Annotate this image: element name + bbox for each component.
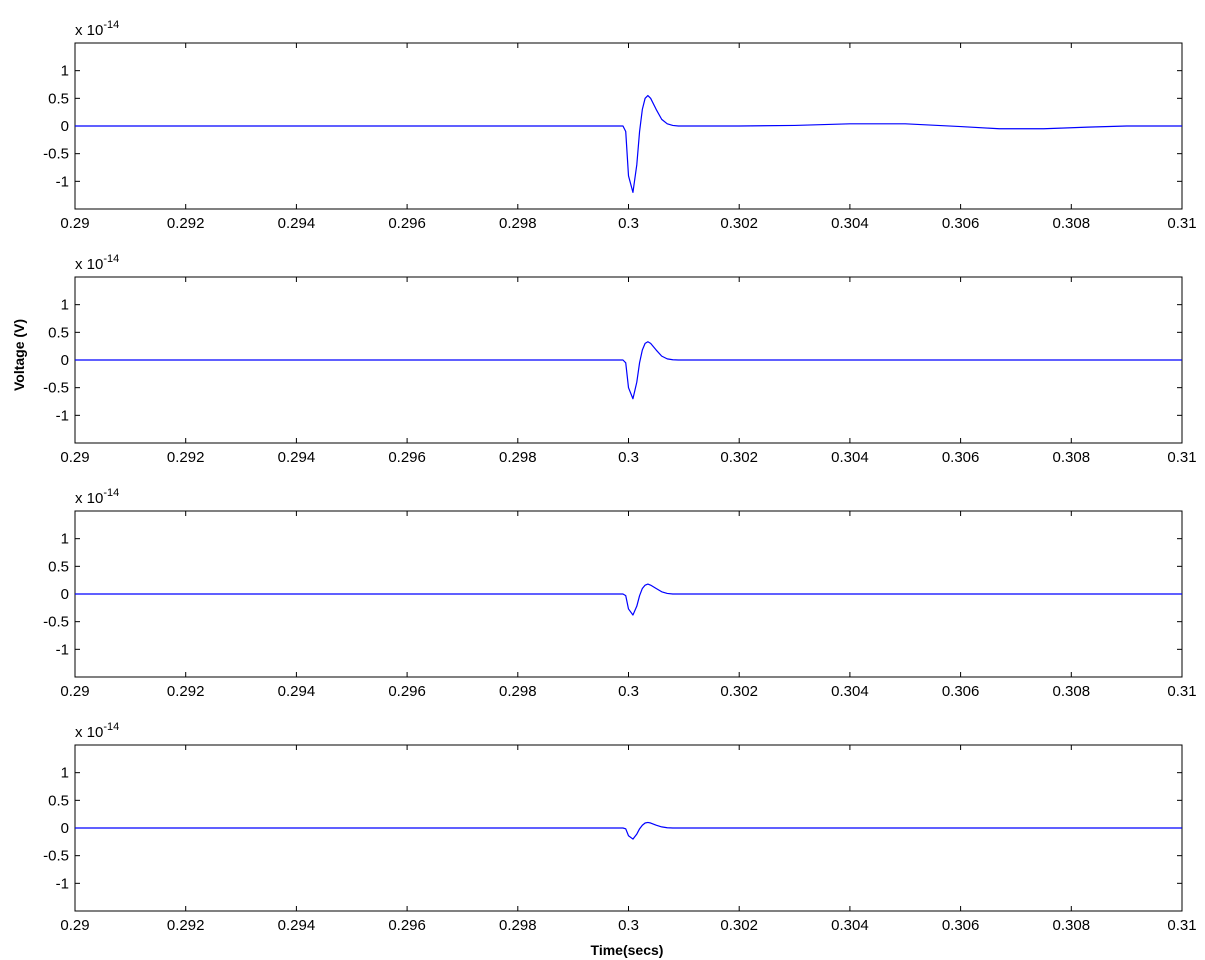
y-tick-label: 0.5 (48, 90, 69, 107)
subplot-3: 0.29 0.292 0.294 0.296 0.298 0.3 0.302 0.304 0.3… (43, 487, 1196, 700)
y-tick-label: -0.5 (43, 380, 69, 397)
x-tick-label: 0.298 (499, 917, 537, 934)
x-tick-label: 0.29 (60, 215, 89, 232)
x-tick-label: 0.31 (1167, 683, 1196, 700)
y-tick-label: -0.5 (43, 614, 69, 631)
x-tick-label: 0.298 (499, 215, 537, 232)
y-tick-label: 1 (61, 765, 69, 782)
x-tick-label: 0.3 (618, 449, 639, 466)
y-tick-label: 0 (61, 118, 69, 135)
x-tick-label: 0.29 (60, 683, 89, 700)
x-tick-label: 0.292 (167, 449, 205, 466)
x-tick-label: 0.296 (388, 683, 426, 700)
y-tick-label: 0.5 (48, 558, 69, 575)
y-tick-label: 0.5 (48, 324, 69, 341)
y-tick-label: 1 (61, 63, 69, 80)
x-tick-label: 0.308 (1053, 683, 1091, 700)
y-tick-label: -1 (56, 875, 69, 892)
x-tick-label: 0.294 (278, 917, 316, 934)
x-tick-label: 0.31 (1167, 449, 1196, 466)
y-exponent-power: -14 (103, 19, 119, 31)
y-exponent-power: -14 (103, 487, 119, 499)
y-exponent-label: x 10-14 (75, 19, 119, 39)
x-tick-label: 0.298 (499, 449, 537, 466)
y-exponent-label: x 10-14 (75, 487, 119, 507)
y-tick-label: 0.5 (48, 792, 69, 809)
y-exponent-label: x 10-14 (75, 253, 119, 273)
x-tick-label: 0.304 (831, 917, 869, 934)
x-tick-label: 0.304 (831, 449, 869, 466)
x-tick-label: 0.29 (60, 449, 89, 466)
x-axis-label: Time(secs) (591, 942, 664, 958)
y-exponent-base: x 10 (75, 724, 103, 741)
y-exponent-power: -14 (103, 253, 119, 265)
y-tick-label: 0 (61, 586, 69, 603)
y-tick-label: -1 (56, 407, 69, 424)
y-tick-label: -1 (56, 641, 69, 658)
subplot-panels: 0.29 0.292 0.294 0.296 0.298 0.3 0.302 0.304 0.3… (43, 19, 1196, 934)
x-tick-label: 0.296 (388, 215, 426, 232)
x-tick-label: 0.306 (942, 449, 980, 466)
x-tick-label: 0.306 (942, 215, 980, 232)
x-tick-label: 0.308 (1053, 917, 1091, 934)
y-tick-label: -0.5 (43, 146, 69, 163)
x-tick-label: 0.3 (618, 917, 639, 934)
x-tick-label: 0.308 (1053, 215, 1091, 232)
x-tick-label: 0.292 (167, 917, 205, 934)
x-tick-label: 0.31 (1167, 215, 1196, 232)
y-tick-label: 1 (61, 297, 69, 314)
x-tick-label: 0.302 (720, 215, 758, 232)
x-tick-label: 0.308 (1053, 449, 1091, 466)
x-tick-label: 0.302 (720, 449, 758, 466)
x-tick-label: 0.298 (499, 683, 537, 700)
y-tick-label: -1 (56, 173, 69, 190)
y-exponent-base: x 10 (75, 256, 103, 273)
y-axis-label: Voltage (V) (11, 319, 27, 391)
x-tick-label: 0.294 (278, 449, 316, 466)
subplot-4: 0.29 0.292 0.294 0.296 0.298 0.3 0.302 0.304 0.3… (43, 721, 1196, 934)
x-tick-label: 0.3 (618, 215, 639, 232)
x-tick-label: 0.294 (278, 215, 316, 232)
x-tick-label: 0.304 (831, 683, 869, 700)
y-tick-label: 0 (61, 352, 69, 369)
series-line (75, 821, 1182, 840)
x-tick-label: 0.29 (60, 917, 89, 934)
y-tick-label: 1 (61, 531, 69, 548)
x-tick-label: 0.296 (388, 917, 426, 934)
subplot-2: 0.29 0.292 0.294 0.296 0.298 0.3 0.302 0.304 0.3… (43, 253, 1196, 466)
y-exponent-base: x 10 (75, 490, 103, 507)
x-tick-label: 0.304 (831, 215, 869, 232)
y-tick-label: -0.5 (43, 848, 69, 865)
x-tick-label: 0.296 (388, 449, 426, 466)
x-tick-label: 0.31 (1167, 917, 1196, 934)
x-tick-label: 0.292 (167, 215, 205, 232)
series-line (75, 94, 1182, 193)
y-tick-label: 0 (61, 820, 69, 837)
series-line (75, 341, 1182, 400)
series-line (75, 583, 1182, 616)
x-tick-label: 0.302 (720, 683, 758, 700)
y-exponent-label: x 10-14 (75, 721, 119, 741)
subplot-1: 0.29 0.292 0.294 0.296 0.298 0.3 0.302 0.304 0.3… (43, 19, 1196, 232)
x-tick-label: 0.292 (167, 683, 205, 700)
x-tick-label: 0.306 (942, 917, 980, 934)
y-exponent-power: -14 (103, 721, 119, 733)
x-tick-label: 0.3 (618, 683, 639, 700)
x-tick-label: 0.306 (942, 683, 980, 700)
y-exponent-base: x 10 (75, 22, 103, 39)
x-tick-label: 0.294 (278, 683, 316, 700)
x-tick-label: 0.302 (720, 917, 758, 934)
